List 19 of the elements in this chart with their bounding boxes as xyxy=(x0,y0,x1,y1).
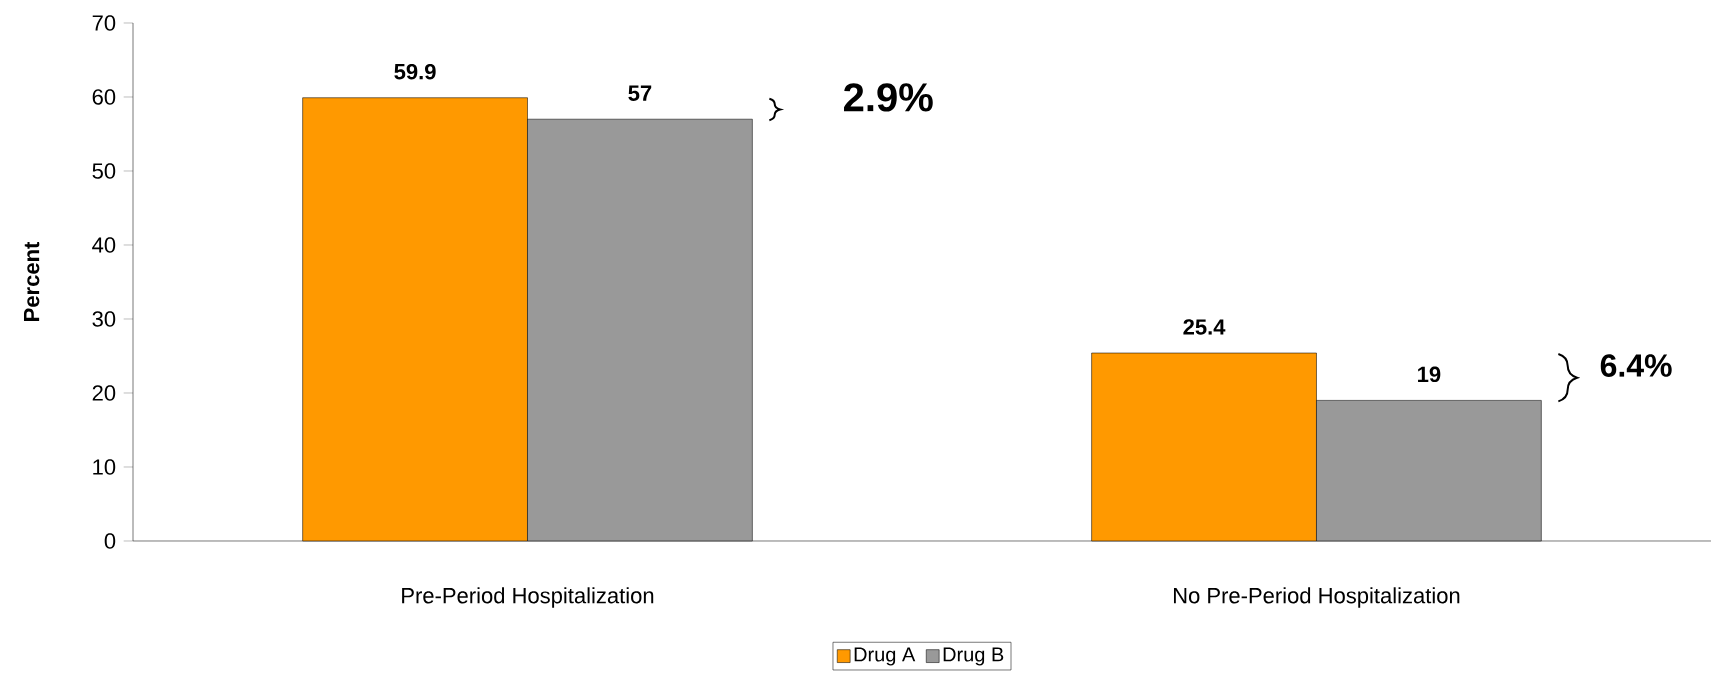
annotation: 6.4% xyxy=(1600,354,1672,377)
data-label: 57 xyxy=(628,85,652,101)
y-tick-label: 40 xyxy=(92,237,116,253)
data-label: 25.4 xyxy=(1183,319,1226,335)
y-tick-label: 50 xyxy=(92,163,116,179)
y-tick-label: 20 xyxy=(92,385,116,401)
annotation: 2.9% xyxy=(844,83,933,112)
x-tick-label: Pre-Period Hospitalization xyxy=(402,587,654,608)
data-label: 59.9 xyxy=(394,63,436,80)
y-tick-label: 60 xyxy=(92,89,116,105)
y-tick-label: 10 xyxy=(93,459,116,475)
y-axis-title: Percent xyxy=(23,241,40,321)
y-tick-label: 30 xyxy=(92,311,116,327)
legend-label: Drug B xyxy=(943,647,1004,666)
y-tick-label: 70 xyxy=(92,15,116,31)
legend-label: Drug A xyxy=(854,647,916,666)
y-tick-label: 0 xyxy=(104,533,116,549)
x-tick-label: No Pre-Period Hospitalization xyxy=(1173,587,1460,608)
data-label: 19 xyxy=(1418,366,1441,383)
